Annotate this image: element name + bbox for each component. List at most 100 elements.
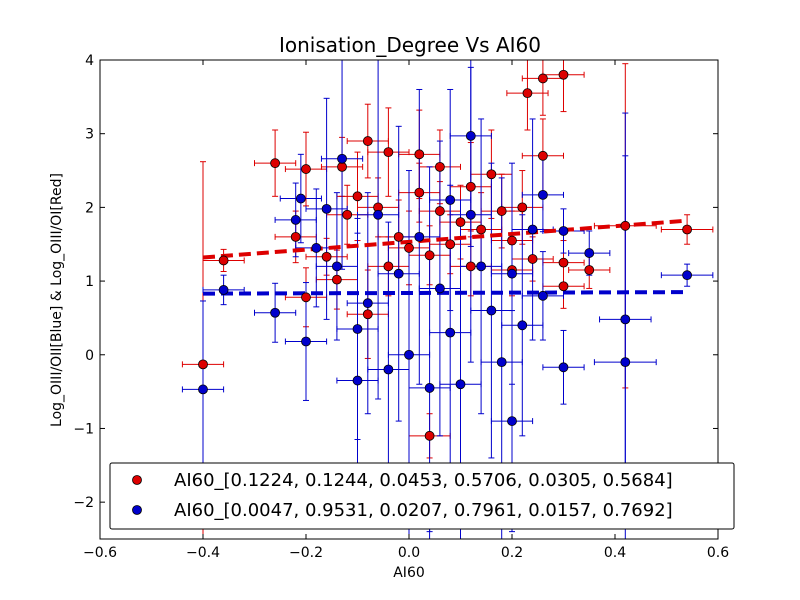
data-point — [620, 357, 631, 368]
data-point — [362, 309, 373, 320]
data-point — [527, 254, 538, 264]
x-tick-label: −0.4 — [186, 545, 220, 561]
data-point — [558, 362, 569, 373]
data-point — [496, 357, 507, 368]
data-point — [321, 251, 332, 262]
legend: AI60_[0.1224, 0.1244, 0.0453, 0.5706, 0.… — [109, 462, 735, 530]
data-point — [445, 195, 456, 205]
x-tick-label: −0.6 — [83, 545, 117, 561]
fit-line — [202, 290, 688, 296]
y-axis-label: Log_OIII/OII[Blue] & Log_OIII/OI[Red] — [49, 173, 65, 427]
data-point — [517, 202, 528, 213]
legend-entry: AI60_[0.1224, 0.1244, 0.0453, 0.5706, 0.… — [174, 470, 673, 491]
data-point — [311, 243, 322, 253]
data-point — [584, 265, 595, 275]
x-tick-label: 0.2 — [501, 545, 523, 561]
data-point — [383, 261, 394, 272]
y-tick-label: 0 — [85, 348, 94, 364]
y-tick-label: 3 — [85, 127, 94, 143]
y-tick-label: −2 — [73, 495, 94, 511]
data-point — [527, 224, 538, 235]
data-point — [362, 136, 373, 146]
series-0-fit — [202, 218, 688, 260]
data-point — [517, 320, 528, 331]
data-point — [373, 209, 384, 220]
series-1-fit — [202, 290, 688, 296]
data-point — [321, 203, 332, 214]
data-point — [290, 231, 301, 242]
y-tick-label: 1 — [85, 274, 94, 290]
data-point — [620, 220, 631, 231]
data-point — [434, 283, 445, 294]
x-tick-label: 0.6 — [707, 545, 729, 561]
data-point — [290, 215, 301, 225]
series-0-points — [198, 69, 692, 441]
data-point — [465, 261, 476, 272]
data-point — [218, 285, 229, 295]
x-axis-label: AI60 — [393, 565, 425, 581]
data-point — [424, 430, 435, 441]
data-point — [434, 161, 445, 172]
data-point — [424, 250, 435, 261]
data-point — [455, 217, 466, 228]
data-point — [198, 359, 208, 370]
data-point — [496, 206, 507, 216]
data-point — [414, 187, 425, 198]
x-tick-label: 0.4 — [604, 545, 626, 561]
data-point — [455, 379, 466, 390]
data-point — [383, 364, 394, 375]
legend-entry: AI60_[0.0047, 0.9531, 0.0207, 0.7961, 0.… — [174, 500, 673, 521]
data-point — [404, 243, 414, 253]
data-point — [393, 231, 404, 242]
data-point — [352, 375, 363, 386]
x-tick-label: −0.2 — [289, 545, 323, 561]
data-point — [331, 274, 342, 285]
data-point — [558, 69, 569, 80]
data-point — [558, 257, 569, 268]
series-1-points — [198, 131, 692, 530]
data-point — [465, 181, 476, 192]
data-point — [270, 158, 281, 169]
data-point — [445, 327, 456, 338]
data-point — [584, 248, 595, 258]
y-tick-label: 4 — [85, 53, 94, 69]
data-point — [352, 191, 363, 202]
data-point — [218, 255, 229, 266]
data-point — [507, 235, 517, 246]
data-point — [476, 261, 487, 272]
data-point — [538, 73, 548, 84]
data-point — [538, 150, 548, 161]
y-tick-label: 2 — [85, 200, 94, 216]
data-point — [486, 169, 497, 180]
legend-box — [109, 462, 735, 530]
data-point — [301, 292, 311, 303]
data-point — [270, 307, 281, 318]
data-point — [301, 336, 311, 347]
data-point — [465, 209, 476, 220]
data-point — [486, 305, 497, 316]
data-point — [404, 349, 414, 360]
data-point — [342, 209, 353, 220]
data-point — [465, 131, 476, 141]
data-point — [538, 290, 548, 301]
chart-title: Ionisation_Degree Vs AI60 — [279, 33, 541, 57]
data-point — [337, 153, 347, 164]
y-tick-label: −1 — [73, 421, 94, 437]
data-point — [507, 416, 517, 426]
data-point — [352, 324, 363, 334]
data-point — [362, 298, 373, 309]
data-point — [331, 261, 342, 272]
data-point — [198, 384, 208, 395]
data-point — [507, 268, 517, 279]
x-tick-label: 0.0 — [398, 545, 420, 561]
data-point — [538, 189, 548, 200]
data-point — [558, 226, 569, 236]
data-point — [476, 224, 487, 235]
data-point — [434, 206, 445, 216]
data-point — [301, 164, 311, 174]
data-point — [445, 239, 456, 250]
legend-marker — [132, 475, 142, 485]
data-point — [682, 224, 692, 235]
legend-marker — [132, 505, 142, 515]
axis-ticks: −0.6 −0.4 −0.2 0.0 0.2 0.4 0.6 −2 −1 0 1 2 3 4 — [73, 53, 729, 561]
